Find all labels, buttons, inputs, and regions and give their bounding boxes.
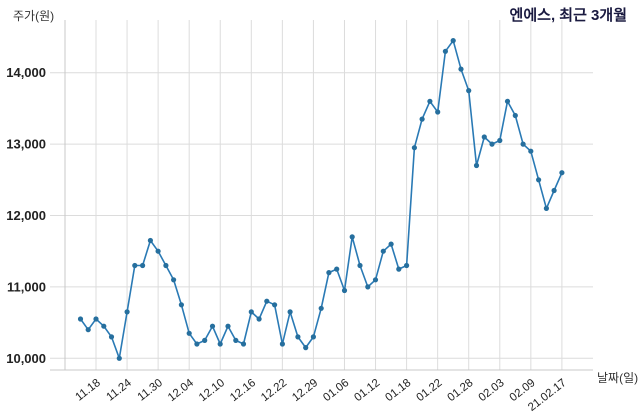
- data-point: [116, 355, 122, 361]
- data-point: [473, 162, 480, 169]
- data-point: [551, 187, 557, 194]
- data-point: [248, 309, 254, 315]
- data-point: [380, 248, 386, 254]
- data-point: [209, 323, 216, 329]
- data-point: [372, 277, 379, 283]
- data-point: [419, 116, 425, 122]
- data-point: [559, 170, 565, 176]
- x-tick-label: 12.22: [259, 377, 289, 404]
- data-point: [279, 341, 285, 347]
- data-point: [357, 262, 363, 269]
- data-point: [186, 330, 192, 336]
- x-tick-label: 11.24: [105, 377, 135, 404]
- data-point: [528, 148, 534, 154]
- data-point: [365, 284, 371, 290]
- data-point: [77, 316, 84, 322]
- data-point: [435, 109, 441, 115]
- x-tick-label: 12.16: [228, 377, 258, 404]
- x-tick-label: 01.22: [414, 377, 444, 404]
- data-point: [233, 337, 239, 343]
- data-point: [536, 177, 542, 183]
- data-point: [101, 323, 107, 329]
- x-tick-label: 01.12: [352, 377, 382, 404]
- data-point: [497, 137, 503, 144]
- data-point: [225, 323, 231, 329]
- data-point: [132, 262, 138, 269]
- data-point: [303, 345, 309, 351]
- data-point: [504, 98, 511, 104]
- data-point: [349, 234, 355, 240]
- data-point: [512, 112, 518, 119]
- data-point: [147, 237, 153, 244]
- data-point: [108, 334, 115, 340]
- data-point: [163, 262, 169, 269]
- data-point: [256, 316, 262, 322]
- data-point: [543, 205, 550, 211]
- data-point: [240, 341, 247, 347]
- data-point: [334, 266, 340, 272]
- data-point: [427, 98, 433, 104]
- x-tick-label: 12.29: [290, 377, 320, 404]
- x-tick-label: 02.03: [477, 377, 507, 404]
- x-tick-label: 01.06: [321, 377, 351, 404]
- chart-title: 엔에스, 최근 3개월: [509, 7, 627, 24]
- data-point: [388, 241, 394, 247]
- x-tick-label: 12.04: [166, 377, 197, 405]
- data-point: [295, 334, 301, 340]
- data-point: [124, 309, 130, 315]
- data-point: [140, 262, 146, 269]
- x-axis-caption: 날짜(일): [597, 371, 639, 385]
- data-point: [404, 262, 410, 269]
- data-point: [85, 327, 91, 333]
- x-tick-label: 11.30: [136, 377, 165, 404]
- data-point: [450, 38, 456, 44]
- data-point: [178, 302, 184, 308]
- data-point: [442, 48, 448, 54]
- data-point: [93, 316, 99, 322]
- data-point: [202, 337, 208, 343]
- data-point: [318, 305, 324, 311]
- y-axis-caption: 주가(원): [13, 9, 55, 23]
- data-point: [520, 141, 526, 147]
- data-point: [326, 270, 332, 276]
- x-tick-label: 01.28: [445, 377, 475, 404]
- data-point: [264, 298, 270, 304]
- x-tick-label: 01.18: [383, 377, 413, 404]
- data-point: [287, 309, 293, 315]
- data-point: [171, 277, 177, 283]
- y-tick-label: 12,000: [6, 208, 46, 223]
- data-point: [155, 248, 161, 254]
- y-tick-label: 11,000: [7, 279, 46, 294]
- data-point: [396, 266, 402, 272]
- data-point: [481, 134, 487, 140]
- data-point: [194, 341, 200, 347]
- y-tick-label: 14,000: [6, 65, 46, 80]
- data-point: [411, 145, 417, 151]
- data-point: [217, 341, 223, 347]
- data-point: [466, 88, 472, 94]
- data-point: [341, 287, 348, 294]
- y-tick-label: 13,000: [6, 137, 46, 152]
- data-point: [489, 141, 495, 147]
- x-tick-label: 11.18: [73, 377, 102, 404]
- y-tick-label: 10,000: [6, 351, 46, 366]
- data-point: [458, 66, 464, 72]
- data-point: [310, 334, 316, 340]
- x-tick-label: 12.10: [197, 377, 227, 404]
- data-point: [272, 302, 278, 308]
